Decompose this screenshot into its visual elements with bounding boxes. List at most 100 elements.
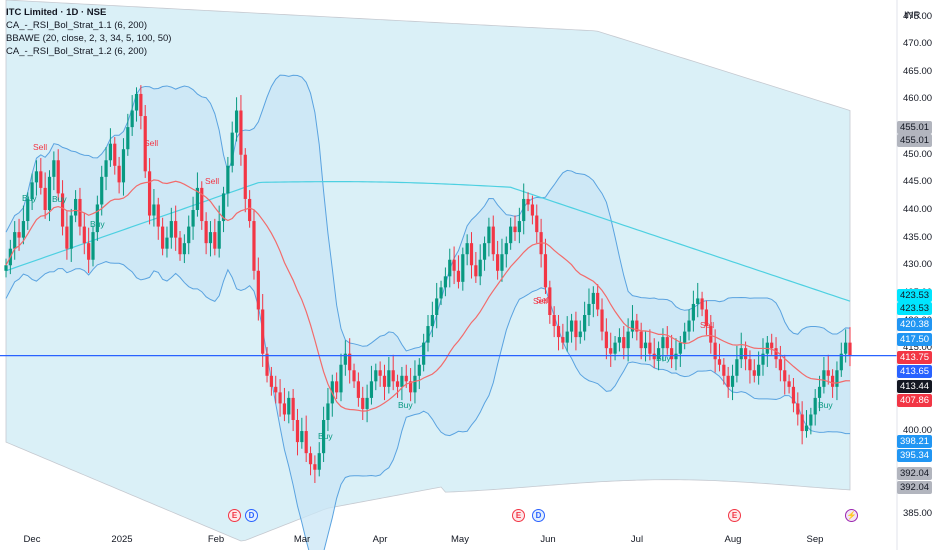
candle-body — [826, 370, 830, 376]
candle-body — [443, 276, 448, 288]
candle-body — [121, 149, 126, 183]
y-tick-label: 475.00 — [903, 10, 932, 22]
split-icon[interactable]: ⚡ — [845, 509, 858, 522]
candle-body — [600, 309, 604, 332]
candle-body — [313, 464, 317, 470]
candle-body — [43, 187, 47, 210]
candle-body — [13, 232, 17, 249]
price-tag: 420.38 — [897, 318, 932, 331]
candle-body — [687, 320, 691, 332]
candle-body — [21, 221, 26, 238]
candle-body — [252, 221, 256, 271]
candle-body — [304, 431, 308, 454]
candle-body — [248, 198, 252, 222]
candle-body — [91, 232, 95, 260]
candle-body — [278, 392, 282, 404]
indicator-bbawe[interactable]: BBAWE (20, close, 2, 3, 34, 5, 100, 50) — [6, 33, 172, 44]
candle-body — [147, 171, 152, 216]
candle-body — [221, 193, 226, 222]
candle-body — [374, 370, 378, 382]
candle-body — [643, 342, 648, 349]
dividend-icon[interactable]: D — [245, 509, 258, 522]
currency-unit[interactable]: INR — [904, 10, 921, 21]
candle-body — [678, 342, 682, 354]
candle-body — [513, 226, 517, 233]
candle-body — [191, 210, 195, 227]
candle-body — [230, 132, 234, 166]
candle-body — [574, 320, 578, 338]
candle-body — [182, 243, 186, 255]
candle-body — [143, 116, 147, 172]
candle-body — [39, 171, 43, 188]
candle-body — [817, 386, 822, 398]
candle-body — [596, 292, 600, 310]
candle-body — [234, 110, 239, 133]
candle-body — [504, 243, 508, 255]
x-tick-label: Jun — [540, 534, 556, 545]
candle-body — [783, 370, 787, 382]
candle-body — [552, 315, 556, 327]
candle-body — [652, 353, 656, 360]
candle-body — [308, 453, 313, 465]
candle-body — [565, 331, 569, 343]
candle-body — [774, 348, 778, 360]
candle-body — [474, 265, 478, 277]
x-tick-label: Jul — [630, 534, 644, 545]
buy-signal-label: Buy — [656, 353, 671, 363]
candle-body — [352, 370, 356, 382]
earnings-icon[interactable]: E — [512, 509, 525, 522]
indicator-rsi-bol-1-2[interactable]: CA_-_RSI_Bol_Strat_1.2 (6, 200) — [6, 46, 147, 57]
price-tag: 392.04 — [897, 481, 932, 494]
buy-signal-label: Buy — [52, 194, 67, 204]
chart-legend: ITC Limited · 1D · NSE CA_-_RSI_Bol_Stra… — [6, 6, 171, 58]
candle-body — [217, 221, 221, 249]
candle-body — [348, 353, 352, 371]
candle-body — [487, 226, 491, 244]
candle-body — [752, 370, 756, 376]
candle-body — [717, 359, 722, 365]
candle-body — [465, 243, 469, 255]
earnings-icon[interactable]: E — [228, 509, 241, 522]
dividend-icon[interactable]: D — [532, 509, 545, 522]
x-tick-label: Mar — [293, 534, 311, 545]
candle-body — [722, 364, 726, 376]
candle-body — [526, 198, 530, 205]
candle-body — [726, 375, 730, 387]
price-tag: 423.53 — [897, 289, 932, 302]
candle-body — [422, 342, 426, 365]
price-tag: 407.86 — [897, 394, 932, 407]
y-tick-label: 445.00 — [903, 176, 932, 188]
bollinger-fill — [6, 75, 850, 550]
symbol-title[interactable]: ITC Limited · 1D · NSE — [6, 7, 107, 18]
candle-body — [478, 259, 482, 277]
candle-body — [239, 110, 243, 155]
candle-body — [169, 221, 173, 238]
y-tick-label: 440.00 — [903, 204, 932, 215]
candle-body — [670, 348, 674, 360]
candle-body — [839, 353, 843, 371]
candle-body — [152, 204, 156, 216]
candle-body — [139, 93, 143, 117]
candle-body — [696, 298, 700, 304]
candle-body — [213, 232, 217, 249]
candle-body — [556, 326, 561, 338]
earnings-icon[interactable]: E — [728, 509, 741, 522]
candle-body — [630, 320, 635, 332]
candle-body — [339, 364, 343, 393]
candle-body — [378, 370, 382, 376]
candle-body — [404, 375, 408, 382]
x-tick-label: 2025 — [111, 534, 133, 545]
indicator-rsi-bol-1-1[interactable]: CA_-_RSI_Bol_Strat_1.1 (6, 200) — [6, 20, 147, 31]
candle-body — [517, 221, 521, 233]
candle-body — [430, 315, 434, 327]
candle-body — [274, 386, 278, 393]
candle-body — [509, 226, 513, 244]
candle-body — [591, 292, 595, 304]
candle-body — [113, 143, 117, 166]
candle-body — [548, 287, 552, 315]
buy-signal-label: Buy — [818, 400, 833, 410]
candle-body — [583, 315, 587, 332]
candle-body — [369, 381, 374, 398]
candle-body — [69, 215, 73, 249]
